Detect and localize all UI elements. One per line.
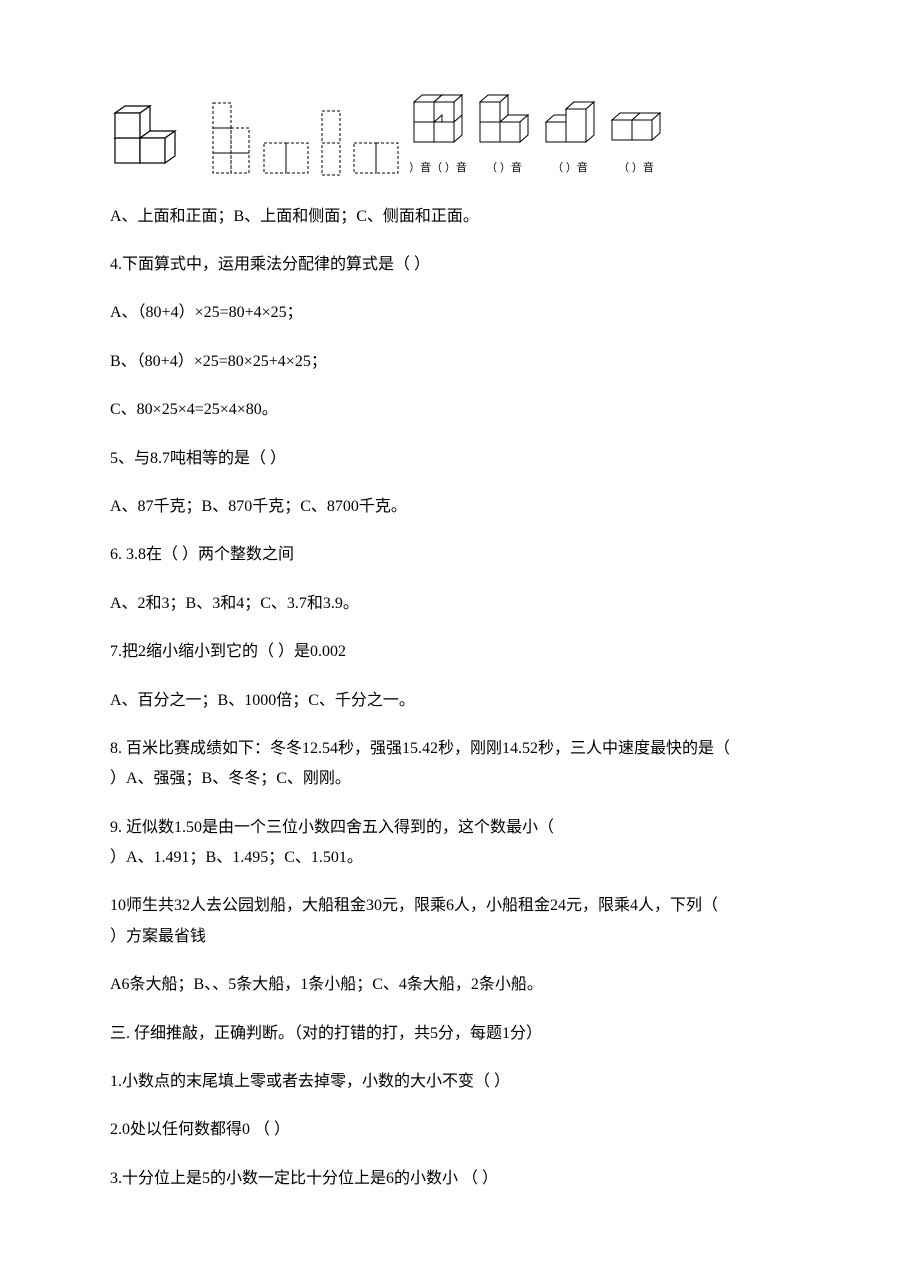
q4-opt-c: C、80×25×4=25×4×80。	[110, 395, 810, 425]
s3-q1: 1.小数点的末尾填上零或者去掉零，小数的大小不变（ ）	[110, 1067, 810, 1097]
dashed-view-1-icon	[208, 98, 253, 178]
q6-opts: A、2和3；B、3和4；C、3.7和3.9。	[110, 589, 810, 619]
label-a: ）音（ ）音	[409, 160, 467, 178]
dashed-view-3-icon	[319, 108, 343, 178]
q4-opt-a: A、（80+4）×25=80+4×25；	[110, 298, 810, 328]
q9: 9. 近似数1.50是由一个三位小数四舍五入得到的，这个数最小（ ）A、1.49…	[110, 813, 810, 874]
q10: 10师生共32人去公园划船，大船租金30元，限乘6人，小船租金24元，限乘4人，…	[110, 891, 810, 952]
q7-opts: A、百分之一；B、1000倍；C、千分之一。	[110, 686, 810, 716]
dashed-view-4-icon	[351, 133, 401, 178]
cube-group-c: （ ）音	[541, 90, 599, 178]
document-page: ）音（ ）音 （ ）音	[0, 0, 920, 1272]
q6-stem: 6. 3.8在（ ）两个整数之间	[110, 540, 810, 570]
q3-options: A、上面和正面；B、上面和侧面；C、侧面和正面。	[110, 202, 810, 232]
cube-group-b: （ ）音	[475, 90, 533, 178]
q10-line2: ）方案最省钱	[110, 928, 206, 945]
section-3-title: 三. 仔细推敲，正确判断。（对的打错的打，共5分，每题1分）	[110, 1019, 810, 1049]
label-c: （ ）音	[552, 160, 588, 178]
cubes-3d-b-icon	[475, 90, 533, 160]
cubes-3d-a-icon	[409, 90, 467, 160]
q5-opts: A、87千克；B、870千克；C、8700千克。	[110, 492, 810, 522]
q8-line1: 8. 百米比赛成绩如下：冬冬12.54秒，强强15.42秒，刚刚14.52秒，三…	[110, 740, 730, 757]
q4-stem: 4.下面算式中，运用乘法分配律的算式是（ ）	[110, 250, 810, 280]
q7-stem: 7.把2缩小缩小到它的（ ）是0.002	[110, 637, 810, 667]
label-b: （ ）音	[486, 160, 522, 178]
cubes-3d-icon	[110, 98, 200, 178]
cubes-3d-d-icon	[607, 100, 665, 160]
s3-q2: 2.0处以任何数都得0 （ ）	[110, 1115, 810, 1145]
s3-q3: 3.十分位上是5的小数一定比十分位上是6的小数小 （ ）	[110, 1164, 810, 1194]
q8-line2: ）A、强强；B、冬冬；C、刚刚。	[110, 770, 351, 787]
q4-opt-b: B、（80+4）×25=80×25+4×25；	[110, 347, 810, 377]
q10-opts: A6条大船；B、、5条大船，1条小船；C、4条大船，2条小船。	[110, 970, 810, 1000]
cube-group-a: ）音（ ）音	[409, 90, 467, 178]
q9-line1: 9. 近似数1.50是由一个三位小数四舍五入得到的，这个数最小（	[110, 819, 554, 836]
cube-group-d: （ ）音	[607, 100, 665, 178]
label-d: （ ）音	[618, 160, 654, 178]
q8: 8. 百米比赛成绩如下：冬冬12.54秒，强强15.42秒，刚刚14.52秒，三…	[110, 734, 810, 795]
dashed-view-2-icon	[261, 133, 311, 178]
cubes-3d-c-icon	[541, 90, 599, 160]
q9-line2: ）A、1.491；B、1.495；C、1.501。	[110, 849, 363, 866]
q5-stem: 5、与8.7吨相等的是（ ）	[110, 444, 810, 474]
q10-line1: 10师生共32人去公园划船，大船租金30元，限乘6人，小船租金24元，限乘4人，…	[110, 897, 718, 914]
figure-row: ）音（ ）音 （ ）音	[110, 90, 810, 178]
